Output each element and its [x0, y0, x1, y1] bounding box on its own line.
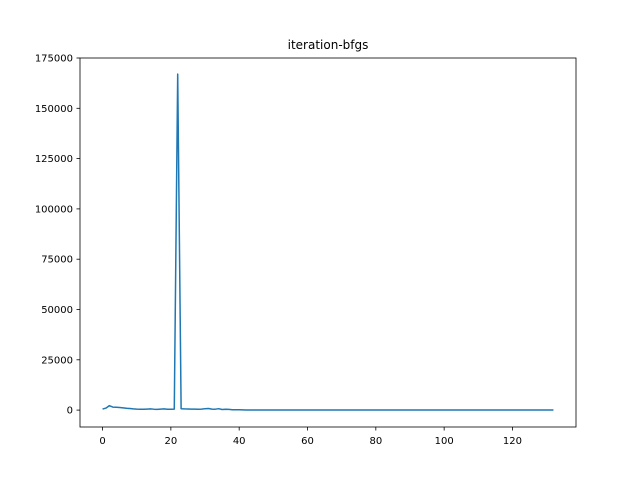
x-tick-label: 60 — [301, 436, 314, 447]
y-tick-label: 100000 — [35, 204, 73, 215]
y-tick-label: 50000 — [41, 305, 73, 316]
y-tick-label: 0 — [67, 406, 73, 417]
x-tick-label: 120 — [503, 436, 522, 447]
y-tick-label: 150000 — [35, 104, 73, 115]
axes-frame — [79, 57, 577, 428]
plot-area — [102, 73, 554, 411]
y-axis: 0 25000 50000 75000 100000 125000 150000 175000 — [35, 54, 80, 417]
x-tick-label: 40 — [233, 436, 246, 447]
x-axis: 0 20 40 60 80 100 120 — [99, 427, 522, 447]
y-tick-label: 75000 — [41, 255, 73, 266]
y-tick-label: 25000 — [41, 355, 73, 366]
y-tick-label: 175000 — [35, 54, 73, 65]
x-tick-label: 80 — [369, 436, 382, 447]
y-tick-label: 125000 — [35, 154, 73, 165]
x-tick-label: 20 — [164, 436, 177, 447]
x-tick-label: 100 — [435, 436, 454, 447]
series-line-0 — [102, 73, 554, 411]
chart-title: iteration-bfgs — [288, 38, 369, 52]
x-tick-label: 0 — [99, 436, 105, 447]
